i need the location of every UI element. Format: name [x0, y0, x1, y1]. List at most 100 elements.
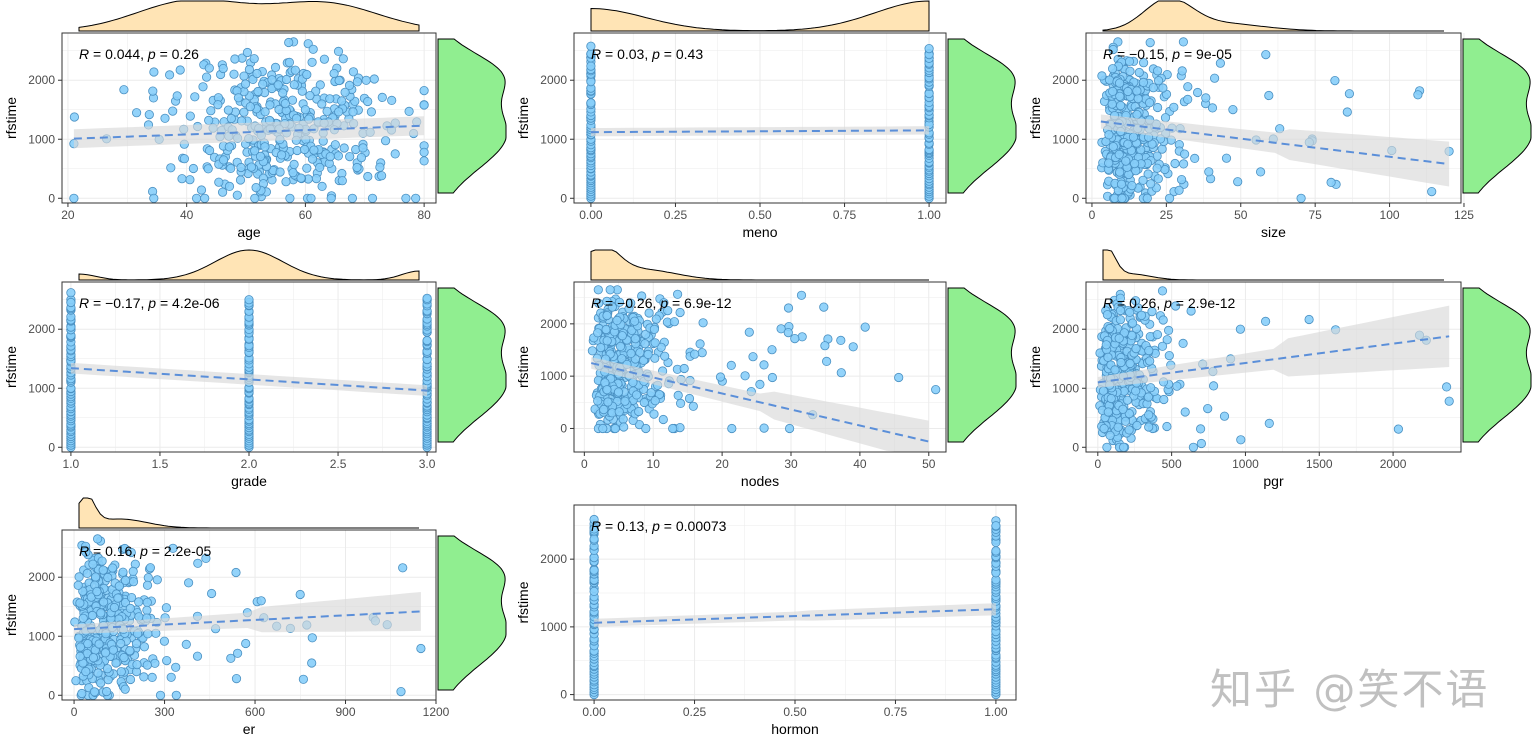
data-point	[278, 88, 288, 98]
data-point	[1180, 407, 1190, 417]
data-point	[599, 404, 609, 415]
data-point	[836, 335, 846, 345]
correlation-annotation: R = 0.044, p = 0.26	[79, 46, 199, 62]
data-point	[1142, 193, 1152, 203]
data-point	[615, 341, 626, 351]
correlation-annotation: R = 0.16, p = 2.2e-05	[79, 543, 212, 559]
data-point	[148, 86, 158, 96]
correlation-annotation: R = −0.17, p = 4.2e-06	[79, 295, 220, 311]
data-point	[168, 543, 178, 553]
data-point	[1125, 66, 1135, 76]
data-point	[790, 333, 800, 344]
data-point	[1157, 341, 1168, 351]
data-point	[250, 146, 260, 156]
data-point	[125, 674, 136, 685]
y-axis-title: rfstime	[515, 97, 531, 139]
x-tick-label: 0	[71, 705, 78, 719]
y-tick-label: 2000	[1052, 73, 1079, 87]
y-tick-label: 1000	[28, 132, 55, 146]
data-point	[1130, 159, 1140, 169]
data-point	[1162, 421, 1172, 432]
data-point	[1124, 425, 1134, 435]
points	[66, 288, 432, 452]
data-point	[172, 91, 182, 101]
y-tick-label: 2000	[540, 317, 567, 331]
data-point	[339, 143, 349, 153]
y-tick-label: 2000	[1052, 322, 1079, 336]
x-tick-label: 1.0	[63, 457, 80, 471]
y-tick-label: 1000	[540, 620, 567, 634]
x-tick-label: 0	[1094, 457, 1101, 471]
data-point	[218, 187, 228, 197]
data-point	[289, 159, 299, 169]
data-point	[96, 678, 106, 688]
data-point	[150, 658, 160, 668]
trend-line	[74, 610, 421, 631]
data-point	[1186, 306, 1196, 316]
data-point	[298, 674, 308, 684]
right-density	[1462, 287, 1532, 443]
data-point	[295, 589, 305, 600]
data-point	[796, 290, 807, 300]
data-point	[1146, 179, 1156, 189]
x-axis-title: grade	[231, 473, 267, 489]
data-point	[236, 162, 246, 173]
data-point	[1196, 438, 1207, 449]
data-point	[1114, 149, 1124, 159]
x-tick-label: 3.0	[419, 457, 436, 471]
data-point	[776, 324, 786, 334]
y-tick-label: 1000	[28, 629, 55, 643]
data-point	[93, 534, 103, 544]
data-point	[1108, 44, 1118, 55]
x-tick-label: 10	[647, 457, 661, 471]
data-point	[390, 149, 400, 159]
panel-hormon: 0.00 0.25 0.50 0.75 1.00 0 1000 2000 hormon rfsti…	[515, 504, 1017, 737]
data-point	[147, 672, 157, 683]
data-point	[1215, 58, 1226, 68]
data-point	[155, 690, 166, 700]
data-point	[672, 289, 683, 299]
data-point	[1132, 420, 1142, 431]
data-point	[1134, 67, 1144, 78]
data-point	[783, 327, 793, 338]
data-point	[419, 156, 429, 166]
data-point	[244, 295, 254, 305]
data-point	[1203, 403, 1213, 414]
y-tick-label: 0	[560, 191, 567, 205]
data-point	[213, 100, 223, 110]
data-point	[1164, 325, 1174, 335]
panel-border	[1085, 32, 1462, 204]
data-point	[673, 390, 683, 400]
data-point	[422, 293, 432, 303]
data-point	[345, 152, 355, 162]
data-point	[142, 580, 153, 590]
data-point	[1154, 76, 1164, 86]
x-tick-label: 900	[336, 705, 356, 719]
data-point	[614, 297, 625, 307]
data-point	[204, 115, 214, 126]
data-point	[1106, 393, 1116, 404]
x-tick-label: 1000	[1232, 457, 1259, 471]
data-point	[820, 341, 830, 351]
x-tick-label: 500	[1162, 457, 1182, 471]
data-point	[200, 193, 210, 203]
data-point	[1105, 430, 1115, 440]
data-point	[1116, 357, 1126, 368]
data-point	[66, 297, 76, 308]
trend-line	[590, 362, 930, 443]
x-tick-label: 1500	[1306, 457, 1333, 471]
top-density	[78, 249, 420, 281]
panel-pgr: 0 500 1000 1500 2000 0 1000 2000 pgr rfstime R = 0…	[1027, 249, 1532, 489]
data-point	[149, 193, 159, 203]
y-axis-title: rfstime	[3, 346, 19, 388]
data-point	[675, 398, 686, 408]
data-point	[614, 407, 624, 417]
y-tick-label: 1000	[1052, 132, 1079, 146]
data-point	[116, 638, 126, 649]
data-point	[1233, 177, 1243, 187]
data-point	[120, 575, 131, 586]
data-point	[586, 41, 596, 51]
data-point	[307, 658, 317, 668]
data-point	[1145, 98, 1155, 108]
panel-border	[573, 281, 947, 453]
